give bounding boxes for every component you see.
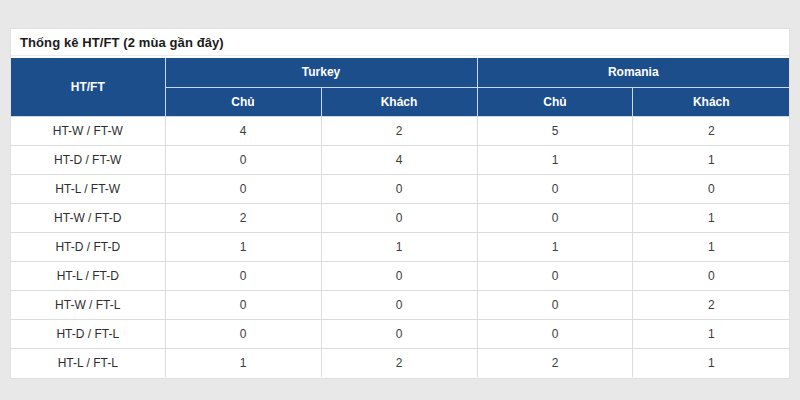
cell-value: 2: [321, 348, 477, 377]
row-label: HT-W / FT-W: [11, 116, 165, 145]
cell-value: 0: [477, 319, 633, 348]
cell-value: 1: [633, 319, 789, 348]
cell-value: 0: [477, 261, 633, 290]
cell-value: 0: [633, 174, 789, 203]
row-label: HT-D / FT-D: [11, 232, 165, 261]
table-row: HT-W / FT-L 0 0 0 2: [11, 290, 789, 319]
cell-value: 0: [165, 319, 321, 348]
cell-value: 4: [165, 116, 321, 145]
table-body: HT-W / FT-W 4 2 5 2 HT-D / FT-W 0 4 1 1 …: [11, 116, 789, 377]
cell-value: 1: [165, 348, 321, 377]
turkey-home-header: Chủ: [165, 87, 321, 116]
table-row: HT-L / FT-W 0 0 0 0: [11, 174, 789, 203]
card-title-bar: Thống kê HT/FT (2 mùa gần đây): [11, 29, 789, 56]
team-header-romania: Romania: [477, 58, 789, 87]
cell-value: 1: [321, 232, 477, 261]
cell-value: 0: [321, 203, 477, 232]
cell-value: 1: [633, 232, 789, 261]
cell-value: 2: [633, 116, 789, 145]
cell-value: 2: [321, 116, 477, 145]
row-label: HT-W / FT-D: [11, 203, 165, 232]
cell-value: 1: [477, 232, 633, 261]
cell-value: 0: [477, 174, 633, 203]
cell-value: 1: [633, 145, 789, 174]
table-header: HT/FT Turkey Romania Chủ Khách Chủ Khách: [11, 58, 789, 116]
cell-value: 2: [477, 348, 633, 377]
cell-value: 4: [321, 145, 477, 174]
cell-value: 0: [321, 290, 477, 319]
cell-value: 2: [165, 203, 321, 232]
table-row: HT-D / FT-D 1 1 1 1: [11, 232, 789, 261]
table-row: HT-L / FT-L 1 2 2 1: [11, 348, 789, 377]
cell-value: 1: [633, 348, 789, 377]
cell-value: 0: [477, 203, 633, 232]
cell-value: 1: [165, 232, 321, 261]
cell-value: 0: [321, 261, 477, 290]
corner-header-htft: HT/FT: [11, 58, 165, 116]
cell-value: 0: [165, 290, 321, 319]
cell-value: 2: [633, 290, 789, 319]
turkey-away-header: Khách: [321, 87, 477, 116]
romania-away-header: Khách: [633, 87, 789, 116]
team-header-row: HT/FT Turkey Romania: [11, 58, 789, 87]
cell-value: 0: [321, 319, 477, 348]
cell-value: 0: [477, 290, 633, 319]
cell-value: 0: [633, 261, 789, 290]
row-label: HT-D / FT-L: [11, 319, 165, 348]
cell-value: 0: [165, 174, 321, 203]
cell-value: 0: [321, 174, 477, 203]
row-label: HT-W / FT-L: [11, 290, 165, 319]
page-title: Thống kê HT/FT (2 mùa gần đây): [20, 35, 224, 50]
table-row: HT-L / FT-D 0 0 0 0: [11, 261, 789, 290]
cell-value: 5: [477, 116, 633, 145]
cell-value: 0: [165, 261, 321, 290]
cell-value: 0: [165, 145, 321, 174]
row-label: HT-L / FT-W: [11, 174, 165, 203]
team-header-turkey: Turkey: [165, 58, 477, 87]
table-row: HT-W / FT-W 4 2 5 2: [11, 116, 789, 145]
cell-value: 1: [477, 145, 633, 174]
romania-home-header: Chủ: [477, 87, 633, 116]
table-row: HT-D / FT-L 0 0 0 1: [11, 319, 789, 348]
htft-stats-table: HT/FT Turkey Romania Chủ Khách Chủ Khách…: [11, 58, 789, 377]
cell-value: 1: [633, 203, 789, 232]
stats-card: Thống kê HT/FT (2 mùa gần đây) HT/FT Tur…: [10, 28, 790, 379]
table-row: HT-W / FT-D 2 0 0 1: [11, 203, 789, 232]
row-label: HT-L / FT-D: [11, 261, 165, 290]
table-row: HT-D / FT-W 0 4 1 1: [11, 145, 789, 174]
row-label: HT-D / FT-W: [11, 145, 165, 174]
row-label: HT-L / FT-L: [11, 348, 165, 377]
